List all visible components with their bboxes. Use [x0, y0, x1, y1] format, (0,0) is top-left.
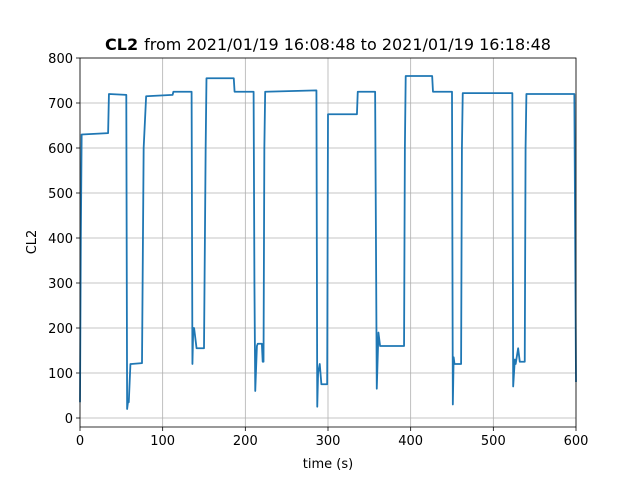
y-tick-label: 0: [65, 412, 73, 427]
title-bold: CL2: [105, 35, 138, 54]
x-tick-label: 500: [481, 434, 506, 449]
x-tick-label: 600: [564, 434, 589, 449]
x-tick-label: 400: [398, 434, 423, 449]
x-tick-label: 100: [150, 434, 175, 449]
data-line: [79, 75, 577, 410]
x-axis-label: time (s): [303, 457, 353, 472]
y-tick-label: 600: [48, 142, 73, 157]
axes-frame: [79, 57, 577, 428]
y-tick-label: 800: [48, 52, 73, 67]
x-tick-label: 300: [316, 434, 341, 449]
y-tick-label: 300: [48, 277, 73, 292]
y-tick-label: 400: [48, 232, 73, 247]
y-tick-label: 100: [48, 367, 73, 382]
y-tick-label: 200: [48, 322, 73, 337]
y-tick-label: 500: [48, 187, 73, 202]
title-rest: from 2021/01/19 16:08:48 to 2021/01/19 1…: [144, 35, 551, 54]
x-tick-label: 0: [76, 434, 84, 449]
chart-title: CL2 from 2021/01/19 16:08:48 to 2021/01/1…: [105, 35, 551, 54]
y-axis-label: CL2: [25, 230, 40, 255]
y-tick-label: 700: [48, 97, 73, 112]
x-tick-label: 200: [233, 434, 258, 449]
